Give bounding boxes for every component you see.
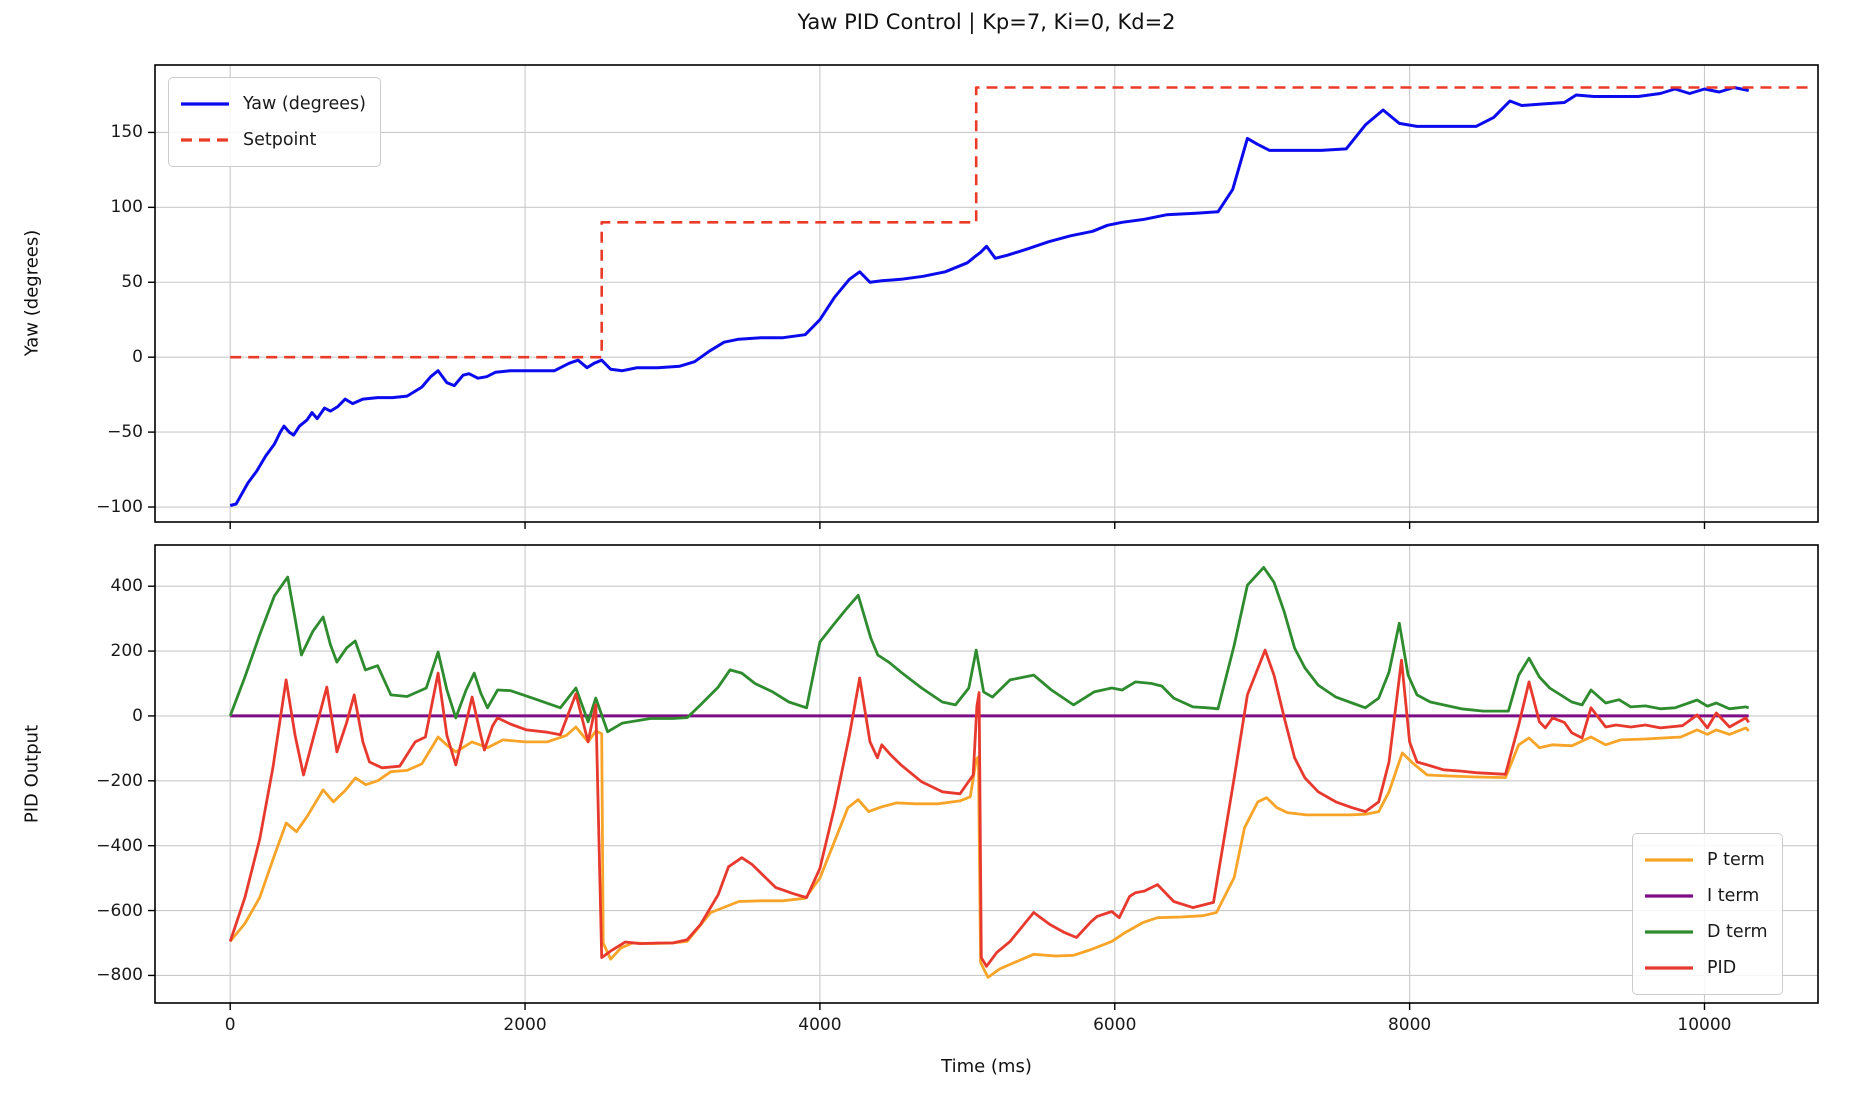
x-axis-label: Time (ms) — [941, 1056, 1032, 1077]
bottom-y-axis-label: PID Output — [21, 724, 43, 824]
y-tick-label: −600 — [96, 900, 143, 921]
pid-line-swatch — [1645, 966, 1693, 970]
y-tick-label: −400 — [96, 835, 143, 856]
legend-entry-d-term: D term — [1643, 914, 1768, 950]
legend-bottom: P term I term D term PID — [1632, 833, 1783, 995]
p-term-line-swatch — [1645, 858, 1693, 862]
x-tick-label: 6000 — [1093, 1015, 1137, 1035]
y-tick-label: 50 — [121, 272, 143, 293]
legend-top: Yaw (degrees) Setpoint — [168, 77, 381, 167]
y-tick-label: −50 — [107, 422, 143, 443]
legend-entry-yaw: Yaw (degrees) — [179, 86, 366, 122]
x-tick-label: 4000 — [798, 1015, 842, 1035]
legend-entry-p-term: P term — [1643, 842, 1768, 878]
y-tick-label: 200 — [110, 641, 143, 662]
y-tick-label: 0 — [132, 705, 143, 726]
i-term-line-swatch — [1645, 894, 1693, 898]
yaw-plot — [148, 64, 1819, 529]
legend-label: PID — [1707, 958, 1737, 978]
pid-output-plot — [148, 544, 1819, 1010]
x-tick-label: 0 — [224, 1015, 236, 1035]
top-y-axis-label: Yaw (degrees) — [21, 229, 43, 357]
d-term-line-swatch — [1645, 930, 1693, 934]
legend-label: I term — [1707, 886, 1760, 906]
legend-label: Setpoint — [243, 130, 317, 150]
y-tick-label: 100 — [110, 197, 143, 218]
legend-label: D term — [1707, 922, 1768, 942]
legend-label: Yaw (degrees) — [243, 94, 366, 114]
chart-title: Yaw PID Control | Kp=7, Ki=0, Kd=2 — [797, 10, 1176, 34]
yaw-line-swatch — [181, 102, 229, 106]
x-tick-label: 8000 — [1387, 1015, 1432, 1035]
legend-entry-pid: PID — [1643, 950, 1768, 986]
x-tick-label: 10000 — [1677, 1015, 1732, 1035]
legend-label: P term — [1707, 850, 1765, 870]
legend-entry-i-term: I term — [1643, 878, 1768, 914]
setpoint-line-swatch — [181, 138, 229, 142]
y-tick-label: 0 — [132, 347, 143, 368]
y-tick-label: −200 — [96, 770, 143, 791]
x-tick-label: 2000 — [503, 1015, 547, 1035]
legend-entry-setpoint: Setpoint — [179, 122, 366, 158]
y-tick-label: 400 — [110, 576, 143, 597]
y-tick-label: 150 — [110, 122, 143, 143]
y-tick-label: −800 — [96, 965, 143, 986]
y-tick-label: −100 — [96, 497, 143, 518]
